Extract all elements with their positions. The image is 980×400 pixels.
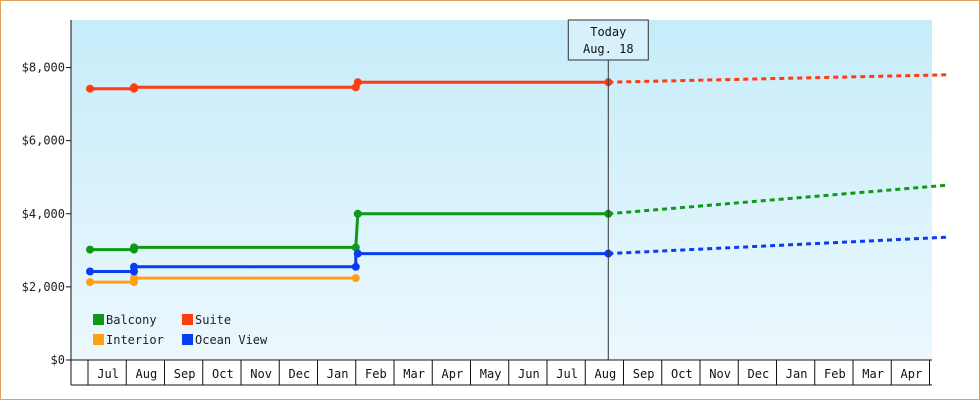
y-tick-label: $0 xyxy=(51,353,65,367)
balcony-point xyxy=(353,209,362,218)
suite-legend-swatch xyxy=(182,314,193,325)
x-month-label: Jul xyxy=(97,367,119,381)
y-tick-label: $2,000 xyxy=(22,280,65,294)
x-month-label: Nov xyxy=(709,367,731,381)
interior-legend-label: Interior xyxy=(106,333,164,347)
x-month-label: Aug xyxy=(136,367,158,381)
x-month-label: Nov xyxy=(250,367,272,381)
x-month-label: Apr xyxy=(442,367,464,381)
x-month-label: Jan xyxy=(327,367,349,381)
suite-legend-label: Suite xyxy=(195,313,231,327)
suite-point xyxy=(86,84,94,93)
suite-point xyxy=(130,83,138,92)
x-month-label: May xyxy=(480,367,502,381)
x-month-label: Dec xyxy=(748,367,770,381)
today-label: Today xyxy=(590,25,626,39)
balcony-forecast-line xyxy=(608,183,947,216)
interior-legend-swatch xyxy=(93,334,104,345)
y-tick-label: $6,000 xyxy=(22,134,65,148)
ocean-view-point xyxy=(86,267,94,276)
x-month-label: Jul xyxy=(556,367,578,381)
ocean-view-point xyxy=(353,249,362,258)
balcony-legend-label: Balcony xyxy=(106,313,157,327)
x-month-label: Jun xyxy=(518,367,540,381)
x-month-label: Feb xyxy=(365,367,387,381)
x-month-label: Apr xyxy=(901,367,923,381)
balcony-legend-swatch xyxy=(93,314,104,325)
ocean-view-point xyxy=(351,262,360,271)
suite-forecast-line xyxy=(608,73,947,84)
x-month-label: Aug xyxy=(595,367,617,381)
ocean-view-forecast-line xyxy=(608,235,947,256)
x-month-label: Jan xyxy=(786,367,808,381)
balcony-series-line xyxy=(90,212,609,252)
balcony-point xyxy=(351,243,360,252)
suite-series-line xyxy=(90,80,609,91)
ocean-view-legend-label: Ocean View xyxy=(195,333,268,347)
today-date-label: Aug. 18 xyxy=(583,42,634,56)
balcony-point xyxy=(130,243,138,252)
ocean-view-series-line xyxy=(90,252,609,273)
interior-point xyxy=(86,278,94,287)
x-month-label: Sep xyxy=(633,367,655,381)
interior-point xyxy=(351,274,360,283)
ocean-view-point xyxy=(130,262,138,271)
x-month-label: Dec xyxy=(289,367,311,381)
x-month-label: Feb xyxy=(824,367,846,381)
ocean-view-legend-swatch xyxy=(182,334,193,345)
interior-point xyxy=(130,274,138,283)
y-tick-label: $8,000 xyxy=(22,61,65,75)
balcony-point xyxy=(86,245,94,254)
x-month-label: Oct xyxy=(671,367,693,381)
y-tick-label: $4,000 xyxy=(22,207,65,221)
suite-point xyxy=(353,78,362,87)
x-month-label: Sep xyxy=(174,367,196,381)
plot-area xyxy=(71,20,932,360)
x-month-label: Mar xyxy=(862,367,884,381)
today-box xyxy=(567,19,649,61)
x-month-label: Oct xyxy=(212,367,234,381)
x-month-label: Mar xyxy=(403,367,425,381)
